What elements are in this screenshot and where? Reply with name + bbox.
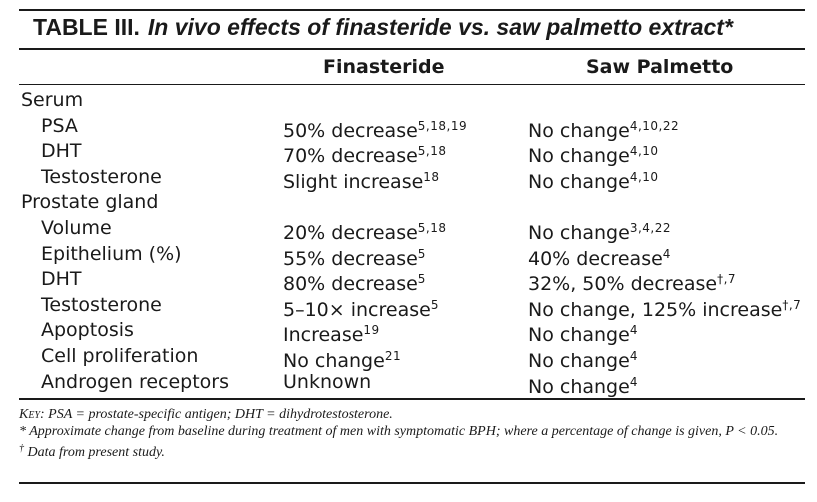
- row-label: Testosterone: [41, 166, 162, 188]
- finasteride-value: Slight increase: [283, 171, 424, 193]
- finasteride-value: Increase: [283, 324, 364, 346]
- finasteride-reference: 21: [384, 349, 402, 363]
- row-label: Epithelium (%): [41, 243, 182, 265]
- table-caption: In vivo effects of finasteride vs. saw p…: [147, 14, 733, 40]
- finasteride-cell: Increase19: [283, 318, 380, 347]
- saw-palmetto-cell: No change3,4,22: [528, 216, 671, 245]
- column-header-saw-palmetto: Saw Palmetto: [586, 56, 734, 78]
- footnote-dagger: † Data from present study.: [19, 440, 809, 461]
- finasteride-reference: 5: [430, 298, 439, 312]
- row-label: DHT: [41, 268, 82, 290]
- footer-rule: [19, 482, 805, 484]
- footnote-key-label: Key:: [19, 407, 45, 422]
- saw-palmetto-reference: †,7: [782, 298, 802, 312]
- footnote-dagger-mark: †: [19, 443, 24, 454]
- saw-palmetto-value: No change: [528, 324, 630, 346]
- saw-palmetto-value: No change: [528, 171, 630, 193]
- saw-palmetto-value: 32%, 50% decrease: [528, 273, 718, 295]
- saw-palmetto-cell: No change, 125% increase†,7: [528, 293, 801, 322]
- saw-palmetto-cell: No change4,10: [528, 165, 659, 194]
- bottom-rule: [19, 398, 805, 400]
- table-title: TABLE III. In vivo effects of finasteride…: [33, 14, 733, 41]
- finasteride-cell: 50% decrease5,18,19: [283, 114, 467, 143]
- saw-palmetto-reference: 4,10: [629, 170, 659, 184]
- finasteride-reference: 5,18: [417, 221, 447, 235]
- finasteride-reference: 5,18,19: [417, 119, 468, 133]
- finasteride-cell: 80% decrease5: [283, 267, 426, 296]
- title-rule: [19, 48, 805, 50]
- row-label: Androgen receptors: [41, 371, 230, 393]
- saw-palmetto-cell: No change4,10: [528, 139, 659, 168]
- finasteride-reference: 18: [423, 170, 440, 184]
- table-footnotes: Key: PSA = prostate-specific antigen; DH…: [19, 406, 809, 461]
- saw-palmetto-reference: 4: [629, 375, 638, 389]
- header-rule: [19, 84, 805, 85]
- saw-palmetto-reference: 3,4,22: [629, 221, 671, 235]
- row-label: Testosterone: [41, 294, 162, 316]
- saw-palmetto-value: No change: [528, 350, 630, 372]
- row-group-label: Serum: [21, 89, 84, 111]
- footnote-star-text: Approximate change from baseline during …: [26, 424, 779, 439]
- saw-palmetto-value: No change: [528, 120, 630, 142]
- saw-palmetto-cell: No change4: [528, 370, 638, 399]
- saw-palmetto-value: No change: [528, 376, 630, 398]
- finasteride-reference: 5,18: [417, 144, 447, 158]
- finasteride-reference: 5: [417, 247, 426, 261]
- saw-palmetto-cell: 40% decrease4: [528, 242, 671, 271]
- saw-palmetto-cell: No change4: [528, 344, 638, 373]
- saw-palmetto-value: 40% decrease: [528, 248, 663, 270]
- column-header-finasteride: Finasteride: [323, 56, 445, 78]
- finasteride-value: 20% decrease: [283, 222, 418, 244]
- finasteride-cell: 55% decrease5: [283, 242, 426, 271]
- finasteride-cell: 70% decrease5,18: [283, 139, 447, 168]
- finasteride-reference: 19: [363, 323, 380, 337]
- saw-palmetto-cell: No change4,10,22: [528, 114, 679, 143]
- row-label: DHT: [41, 140, 82, 162]
- row-group-label: Prostate gland: [21, 191, 159, 213]
- top-rule: [19, 9, 805, 11]
- saw-palmetto-reference: 4: [629, 349, 638, 363]
- footnote-star-mark: *: [19, 424, 26, 439]
- row-label: Cell proliferation: [41, 345, 199, 367]
- saw-palmetto-reference: 4,10,22: [629, 119, 680, 133]
- saw-palmetto-value: No change: [528, 145, 630, 167]
- row-label: PSA: [41, 115, 78, 137]
- finasteride-cell: 20% decrease5,18: [283, 216, 447, 245]
- footnote-key-text: PSA = prostate-specific antigen; DHT = d…: [44, 407, 393, 422]
- finasteride-cell: Unknown: [283, 370, 371, 394]
- saw-palmetto-value: No change: [528, 222, 630, 244]
- finasteride-value: 5–10× increase: [283, 299, 431, 321]
- finasteride-value: 70% decrease: [283, 145, 418, 167]
- finasteride-value: 50% decrease: [283, 120, 418, 142]
- saw-palmetto-cell: 32%, 50% decrease†,7: [528, 267, 736, 296]
- footnote-key: Key: PSA = prostate-specific antigen; DH…: [19, 406, 809, 423]
- finasteride-cell: Slight increase18: [283, 165, 440, 194]
- saw-palmetto-cell: No change4: [528, 318, 638, 347]
- saw-palmetto-reference: 4,10: [629, 144, 659, 158]
- finasteride-cell: No change21: [283, 344, 401, 373]
- finasteride-value: 55% decrease: [283, 248, 418, 270]
- table-label: TABLE III.: [33, 14, 140, 40]
- finasteride-cell: 5–10× increase5: [283, 293, 439, 322]
- finasteride-value: No change: [283, 350, 385, 372]
- saw-palmetto-reference: 4: [662, 247, 671, 261]
- saw-palmetto-reference: 4: [629, 323, 638, 337]
- finasteride-value: Unknown: [283, 371, 372, 393]
- row-label: Volume: [41, 217, 112, 239]
- saw-palmetto-value: No change, 125% increase: [528, 299, 783, 321]
- finasteride-reference: 5: [417, 272, 426, 286]
- footnote-dagger-text: Data from present study.: [24, 445, 165, 460]
- finasteride-value: 80% decrease: [283, 273, 418, 295]
- footnote-star: * Approximate change from baseline durin…: [19, 423, 809, 440]
- row-label: Apoptosis: [41, 319, 134, 341]
- saw-palmetto-reference: †,7: [717, 272, 737, 286]
